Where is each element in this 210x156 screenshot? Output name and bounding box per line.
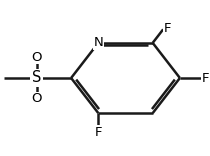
Text: N: N bbox=[93, 36, 103, 49]
Text: F: F bbox=[94, 126, 102, 139]
Text: O: O bbox=[31, 51, 42, 64]
Text: O: O bbox=[31, 92, 42, 105]
Text: F: F bbox=[164, 22, 172, 35]
Text: S: S bbox=[32, 71, 41, 85]
Text: F: F bbox=[202, 71, 209, 85]
